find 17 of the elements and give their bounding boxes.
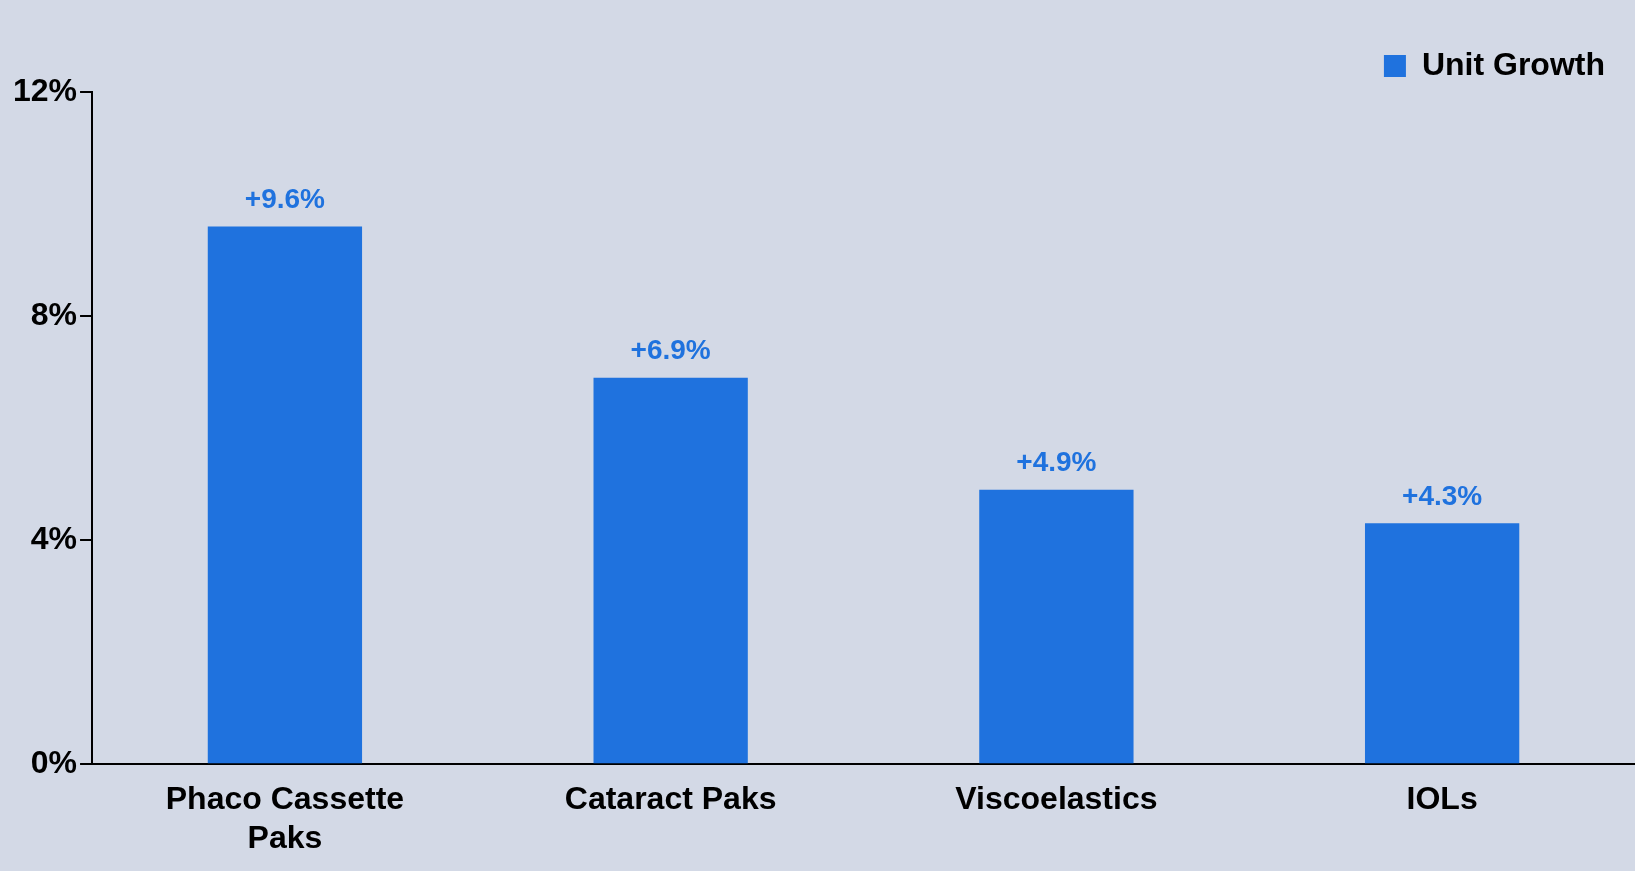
- text: +4.9%: [1016, 446, 1097, 478]
- bar: [593, 377, 748, 764]
- text: +4.3%: [1402, 480, 1483, 512]
- text: +9.6%: [244, 183, 325, 215]
- legend-label: Unit Growth: [1421, 45, 1605, 82]
- y-tick-label: 8%: [30, 295, 78, 332]
- bar: [207, 226, 363, 764]
- y-tick-label: 12%: [13, 71, 78, 108]
- y-tick-label: 4%: [30, 519, 78, 556]
- bar: [1364, 523, 1520, 764]
- x-tick-label: Cataract Paks: [564, 780, 777, 817]
- text: +6.9%: [630, 334, 711, 366]
- x-tick-label: Viscoelastics: [955, 780, 1158, 817]
- y-tick-label: 0%: [30, 744, 78, 781]
- bar: [979, 489, 1134, 764]
- x-tick-label: Phaco Cassette Paks: [165, 780, 405, 855]
- x-tick-label: IOLs: [1406, 780, 1478, 817]
